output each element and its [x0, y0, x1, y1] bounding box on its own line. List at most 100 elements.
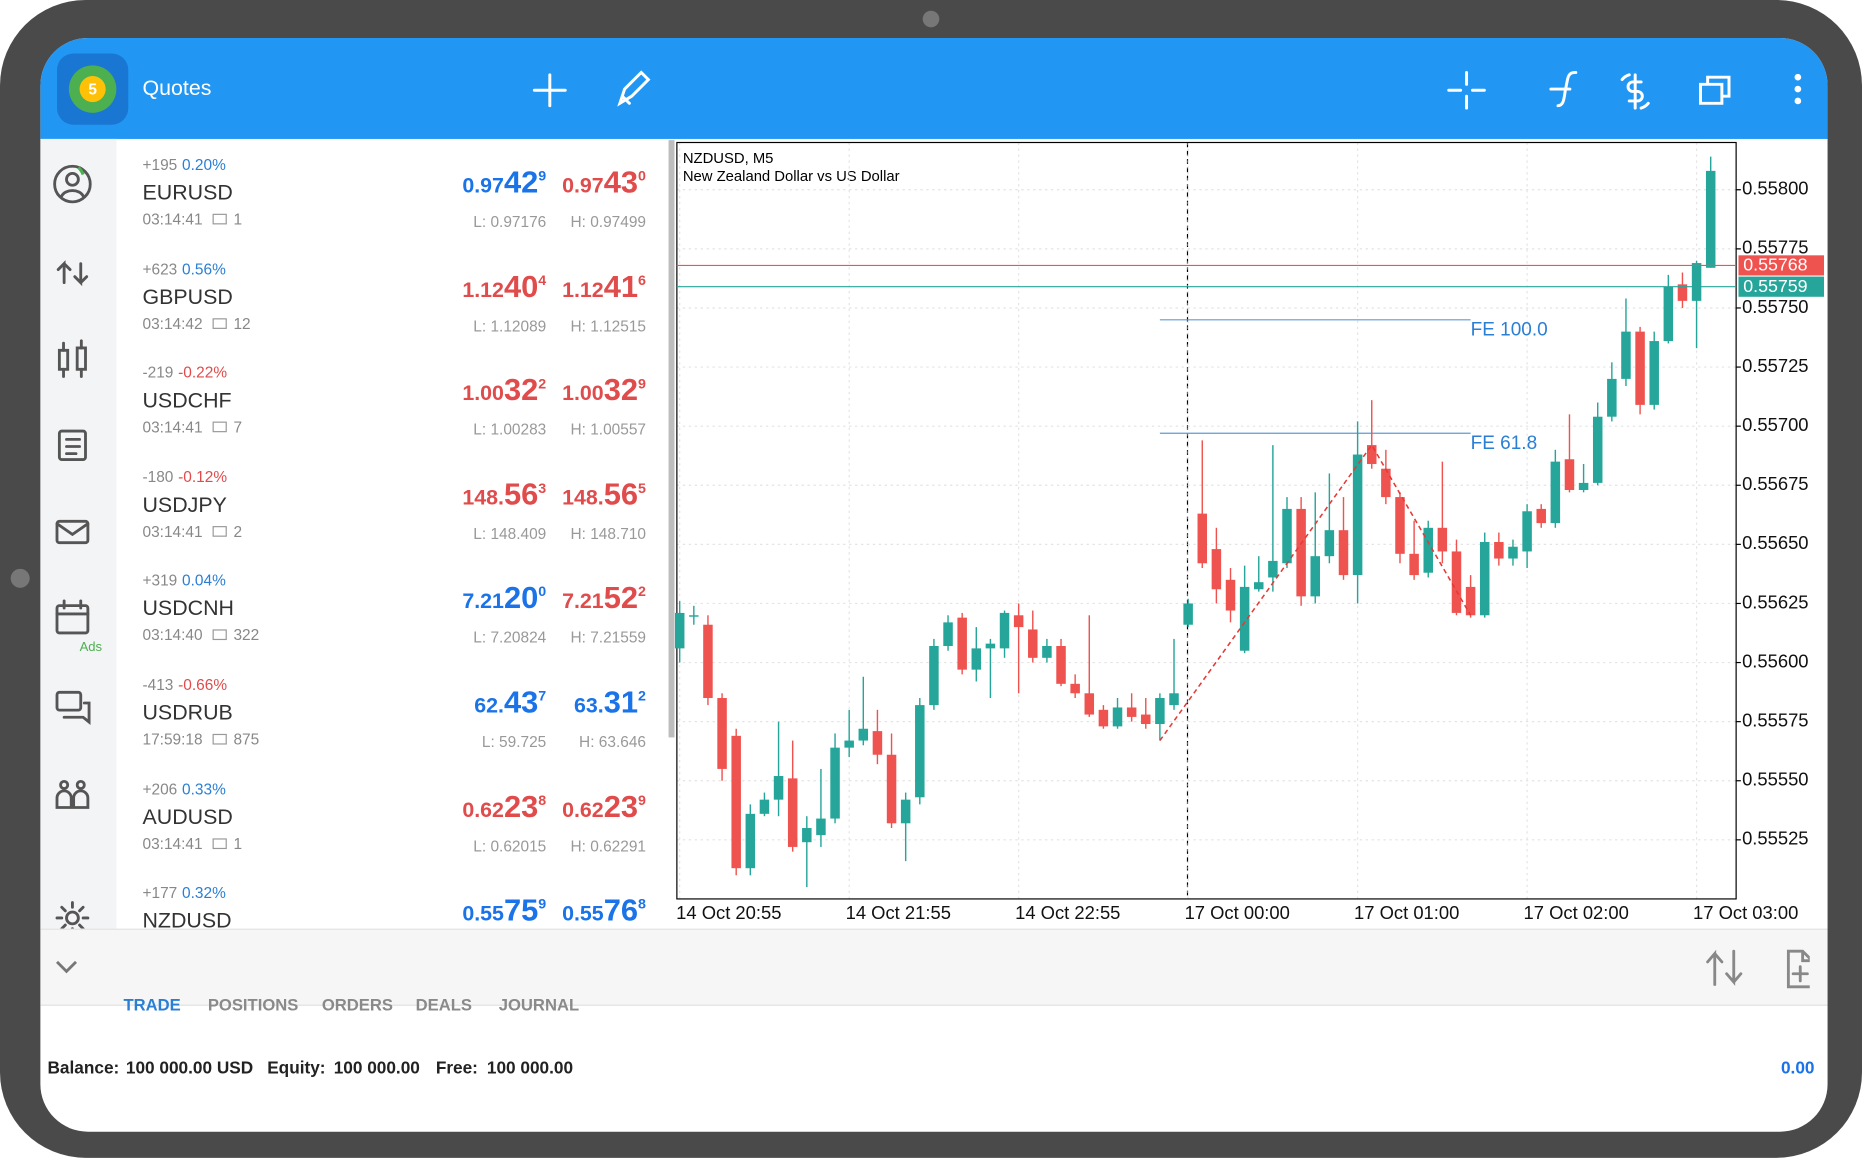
candle-body	[1310, 556, 1320, 597]
menu-icon[interactable]	[1794, 73, 1802, 105]
quote-row[interactable]: +623 0.56% GBPUSD 03:14:42 12 1.12404 1.12416 L…	[116, 244, 668, 347]
history-icon[interactable]	[57, 429, 87, 461]
sidebar-icons	[53, 164, 92, 929]
candle-body	[1352, 454, 1363, 576]
price-big: 23	[503, 788, 539, 824]
high-price: H: 1.12515	[570, 316, 646, 335]
tab-actions	[1706, 949, 1810, 989]
settings-icon[interactable]	[55, 901, 90, 929]
change-points: +319	[142, 571, 178, 590]
x-tick-label: 14 Oct 20:55	[676, 902, 781, 923]
ask-price: 1.12416	[116, 268, 646, 305]
indicator-icon[interactable]	[1549, 70, 1578, 108]
price-head: 1.12	[562, 277, 604, 302]
quote-change: +623 0.56%	[143, 260, 226, 278]
tab[interactable]: TRADE	[123, 995, 181, 1015]
spread-icon	[212, 733, 227, 745]
chat-icon[interactable]	[55, 690, 91, 725]
quote-time: 03:14:41 2	[143, 522, 243, 540]
change-percent: 0.33%	[182, 779, 226, 798]
y-tick-label: 0.55750	[1742, 296, 1808, 317]
tab[interactable]: JOURNAL	[498, 995, 580, 1015]
candle-body	[1056, 646, 1066, 684]
candle-body	[1409, 553, 1419, 576]
candle-body	[1211, 549, 1222, 590]
price-head: 1.00	[462, 381, 504, 406]
tick-count: 2	[233, 522, 243, 541]
bid-price: 62.437	[116, 684, 546, 721]
candle-body	[915, 705, 925, 798]
price-head: 62.	[474, 693, 504, 718]
crosshair-icon[interactable]	[1447, 70, 1486, 110]
app-logo[interactable]: 5	[55, 51, 131, 127]
candle-body	[816, 818, 826, 836]
tab[interactable]: POSITIONS	[207, 995, 299, 1015]
ask-price: 1.00329	[116, 372, 646, 409]
y-tick-label: 0.55575	[1742, 710, 1808, 731]
candle-body	[1268, 560, 1278, 578]
quote-row[interactable]: +319 0.04% USDCNH 03:14:40 322 7.21200 7.21522…	[116, 556, 668, 659]
tab[interactable]: DEALS	[415, 995, 472, 1015]
spread-icon	[212, 837, 227, 849]
high-price: H: 148.710	[570, 524, 646, 543]
change-percent: -0.12%	[178, 467, 228, 486]
chart-title: NZDUSD, M5	[683, 151, 774, 167]
quote-row[interactable]: +177 0.32% NZDUSD 0.55759 0.55768	[116, 868, 668, 929]
candle-body	[858, 728, 869, 741]
price-big: 23	[603, 788, 639, 824]
candle-body	[802, 828, 812, 843]
price-head: 0.62	[562, 797, 604, 822]
ask-price: 63.312	[116, 684, 646, 721]
low-price: L: 0.62015	[473, 836, 547, 855]
candle-body	[1098, 709, 1109, 727]
tab[interactable]: ORDERS	[321, 995, 393, 1015]
bid-price: 0.62238	[116, 788, 546, 825]
quote-symbol: EURUSD	[142, 180, 233, 205]
price-big: 75	[503, 892, 539, 928]
calendar-icon[interactable]	[55, 599, 90, 635]
candle-body	[1550, 461, 1561, 524]
bottom-tabs	[40, 928, 1828, 1006]
community-icon[interactable]	[55, 779, 90, 809]
candle-body	[1112, 707, 1123, 727]
spread-icon	[212, 421, 227, 433]
price-big: 20	[503, 579, 539, 616]
high-price: H: 0.62291	[570, 836, 646, 855]
quote-row[interactable]: -180 -0.12% USDJPY 03:14:41 2 148.563 148.565 L…	[116, 452, 668, 555]
candle-body	[1607, 378, 1617, 417]
x-tick-label: 14 Oct 21:55	[846, 902, 951, 923]
quote-time: 03:14:40 322	[143, 626, 260, 644]
y-tick-label: 0.55800	[1742, 178, 1808, 199]
chart-icon[interactable]	[57, 339, 87, 378]
time: 03:14:40	[142, 626, 203, 645]
draw-icon[interactable]	[617, 70, 651, 107]
candle-body	[929, 646, 939, 706]
new-order-icon[interactable]	[1786, 949, 1810, 989]
bid-price: 7.21200	[116, 580, 546, 617]
windows-icon[interactable]	[1699, 75, 1731, 105]
price-big: 56	[603, 475, 639, 512]
price-big: 32	[603, 371, 639, 408]
add-icon[interactable]	[532, 73, 567, 108]
change-points: +623	[142, 259, 178, 278]
mail-icon[interactable]	[55, 519, 90, 545]
toolbar-icons	[532, 70, 1802, 110]
profit-value: 0.00	[1780, 1059, 1815, 1079]
high-price: H: 63.646	[579, 732, 646, 751]
chart[interactable]: NZDUSD, M5 New Zealand Dollar vs US Doll…	[674, 139, 1828, 929]
candle-body	[773, 776, 784, 800]
quote-row[interactable]: +206 0.33% AUDUSD 03:14:41 1 0.62238 0.62239 L:…	[116, 764, 668, 867]
sort-icon[interactable]	[1706, 949, 1743, 986]
account-icon[interactable]	[53, 164, 92, 204]
quote-row[interactable]: -413 -0.66% USDRUB 17:59:18 875 62.437 63.312 L…	[116, 660, 668, 763]
trade-icon[interactable]	[1620, 73, 1650, 110]
tick-count: 12	[233, 314, 251, 333]
collapse-icon[interactable]	[52, 952, 81, 981]
chart-subtitle: New Zealand Dollar vs US Dollar	[683, 169, 900, 185]
trade-icon[interactable]	[56, 260, 89, 287]
change-percent: -0.22%	[178, 363, 228, 382]
candle-body	[1663, 286, 1674, 342]
quote-row[interactable]: -219 -0.22% USDCHF 03:14:41 7 1.00322 1.00329 L…	[116, 348, 668, 451]
candle-body	[1705, 170, 1716, 268]
quote-row[interactable]: +195 0.20% EURUSD 03:14:41 1 0.97429 0.97430 L:…	[116, 140, 668, 243]
